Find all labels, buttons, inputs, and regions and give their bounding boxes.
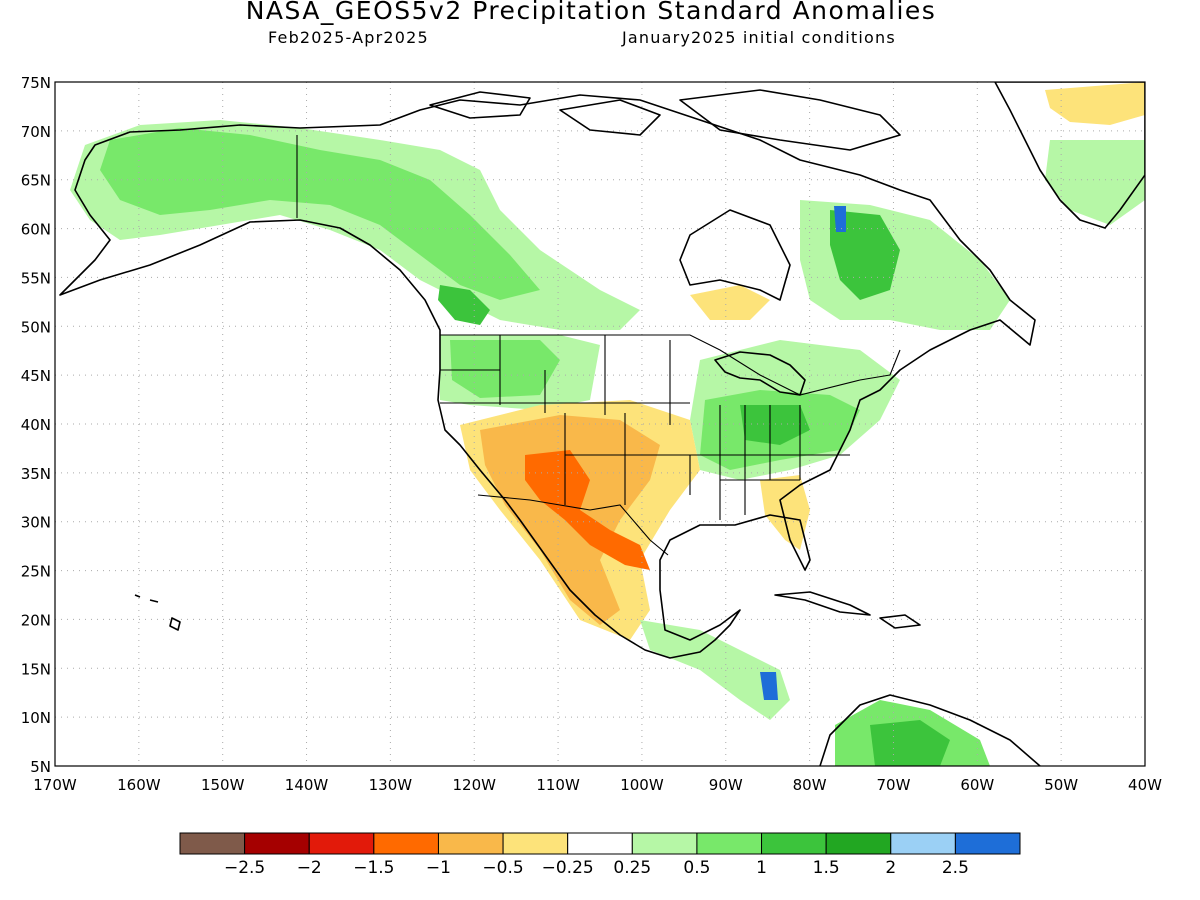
lon-label: 140W [285,776,329,794]
yukon-wet-core [100,128,540,300]
colorbar-swatch [631,832,698,855]
lon-label: 130W [369,776,413,794]
lon-label: 40W [1128,776,1162,794]
colorbar-labels: −2.5 −2 −1.5 −1 −0.5 −0.25 0.25 0.5 1 1.5 2 2.5 [224,858,969,878]
lat-label: 15N [21,660,51,678]
colorbar-swatch [761,832,827,855]
lon-label: 160W [117,776,161,794]
anomaly-fields [70,82,1145,766]
lon-tick-labels: 170W 160W 150W 140W 130W 120W 110W 100W 90W 80W 70… [33,776,1162,794]
colorbar-swatch [825,832,892,855]
lat-label: 70N [21,123,51,141]
arctic-islands-coast [429,89,901,151]
lon-label: 60W [960,776,994,794]
greenland-wet [1045,140,1145,225]
northwest-us-wet-core [450,340,560,398]
colorbar-label: 1 [756,858,767,878]
colorbar-label: 0.5 [683,858,710,878]
south-america-coast [819,694,1041,766]
colorbar-swatch [890,832,956,855]
colorbar-label: −2.5 [224,858,265,878]
colorbar-label: 2 [885,858,896,878]
map-frame [54,81,1146,767]
lat-label: 55N [21,269,51,287]
colorbar-swatch [244,832,310,855]
lat-label: 45N [21,367,51,385]
ohio-valley-wet-core [740,405,810,445]
north-america-coast [59,94,1036,659]
colorbar-swatch [696,832,763,855]
colorbar-swatch [373,832,439,855]
colorbar-swatch [179,832,246,855]
greenland-coast [994,82,1145,229]
colorbar-label: −0.25 [542,858,594,878]
lat-label: 5N [30,758,51,776]
colorbar-label: −1 [426,858,451,878]
lon-label: 120W [452,776,496,794]
colorbar-label: −2 [297,858,322,878]
south-america-wet-core [870,720,950,766]
greenland-dry [1045,82,1145,125]
colorbar-swatch [502,832,569,855]
lon-label: 100W [620,776,664,794]
lon-label: 90W [709,776,743,794]
lat-label: 65N [21,172,51,190]
lon-label: 50W [1044,776,1078,794]
lon-label: 170W [33,776,77,794]
colorbar-swatch [567,832,633,855]
central-america-blue [760,672,778,700]
lat-label: 10N [21,709,51,727]
southeast-dry [760,475,810,550]
hudson-dry [690,285,770,320]
colorbar-label: 0.25 [613,858,651,878]
hudson-bay-coast [679,209,791,301]
lat-label: 75N [21,74,51,92]
map-title: NASA_GEOS5v2 Precipitation Standard Anom… [245,0,937,25]
lon-label: 70W [877,776,911,794]
grid-lines [55,82,1145,766]
lat-label: 50N [21,318,51,336]
quebec-blue [834,206,846,232]
lon-label: 80W [793,776,827,794]
political-borders [296,135,901,556]
mexico-dry-core [525,450,650,570]
central-america-wet [640,620,790,720]
colorbar-label: −0.5 [482,858,523,878]
lat-tick-labels: 75N 70N 65N 60N 55N 50N 45N 40N 35N 30N 25N 20N 15N 1… [21,74,51,776]
initial-conditions: January2025 initial conditions [622,28,896,47]
colorbar-label: 2.5 [942,858,969,878]
us-mexico-border [477,494,669,556]
colorbar-swatch [954,832,1021,855]
lon-label: 150W [201,776,245,794]
lat-label: 25N [21,563,51,581]
lat-label: 35N [21,465,51,483]
coastlines [59,82,1145,766]
lat-label: 30N [21,514,51,532]
bc-wet-core [438,285,490,325]
lat-label: 60N [21,221,51,239]
lat-label: 40N [21,416,51,434]
cuba-coast [774,591,871,616]
colorbar-label: −1.5 [353,858,394,878]
colorbar-swatch [308,832,375,855]
hawaii-coast [134,594,181,631]
lat-label: 20N [21,611,51,629]
us-canada-border [440,334,901,396]
colorbar-swatch [437,832,504,855]
us-state-borders [440,335,850,520]
colorbar [179,832,1021,855]
colorbar-label: 1.5 [813,858,840,878]
lon-label: 110W [536,776,580,794]
hispaniola-coast [879,614,921,629]
forecast-period: Feb2025-Apr2025 [268,28,429,47]
